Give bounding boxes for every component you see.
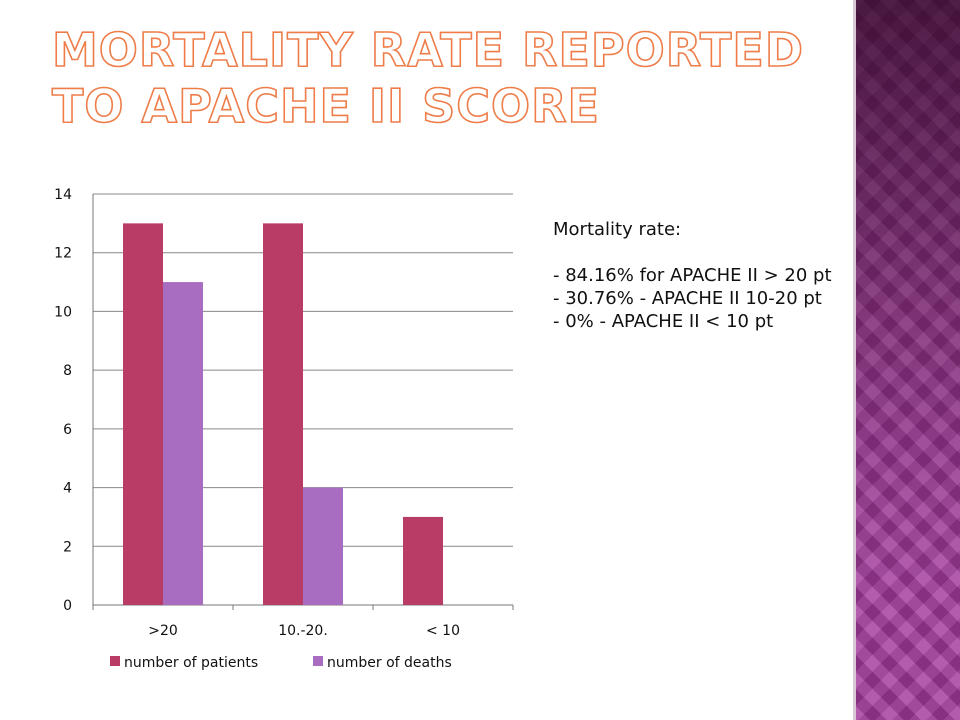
legend-label: number of patients bbox=[124, 655, 258, 671]
x-tick-label: < 10 bbox=[426, 623, 460, 639]
notes-heading: Mortality rate: bbox=[553, 219, 682, 240]
y-tick-label: 10 bbox=[54, 304, 72, 320]
bar-chart: 0 2 4 6 8 10 12 14 >20 10.-20. < 10 number of patie… bbox=[54, 187, 514, 671]
y-tick-label: 0 bbox=[63, 598, 72, 614]
legend-label: number of deaths bbox=[327, 655, 452, 671]
bar-number-of-deaths-1 bbox=[303, 487, 343, 605]
y-tick-label: 2 bbox=[63, 539, 72, 555]
y-tick-label: 12 bbox=[54, 246, 72, 262]
mortality-notes: Mortality rate: - 84.16% for APACHE II >… bbox=[553, 218, 833, 333]
bar-number-of-patients-1 bbox=[263, 223, 303, 605]
y-tick-label: 8 bbox=[63, 363, 72, 379]
x-tick-label: 10.-20. bbox=[278, 623, 328, 639]
notes-line-3: - 0% - APACHE II < 10 pt bbox=[553, 311, 774, 332]
legend-swatch bbox=[110, 656, 120, 666]
y-tick-label: 6 bbox=[63, 422, 72, 438]
y-tick-label: 14 bbox=[54, 187, 72, 203]
decorative-side-panel bbox=[853, 0, 960, 720]
bar-number-of-deaths-0 bbox=[163, 282, 203, 605]
notes-line-1: - 84.16% for APACHE II > 20 pt bbox=[553, 265, 832, 286]
x-tick-label: >20 bbox=[148, 623, 178, 639]
bar-number-of-patients-2 bbox=[403, 516, 443, 605]
y-tick-label: 4 bbox=[63, 481, 72, 497]
slide-title: Mortality rate reported to APACHE II sco… bbox=[51, 22, 805, 134]
bar-number-of-patients-0 bbox=[123, 223, 163, 605]
legend-swatch bbox=[313, 656, 323, 666]
side-panel-edge bbox=[853, 0, 856, 720]
notes-line-2: - 30.76% - APACHE II 10-20 pt bbox=[553, 288, 822, 309]
